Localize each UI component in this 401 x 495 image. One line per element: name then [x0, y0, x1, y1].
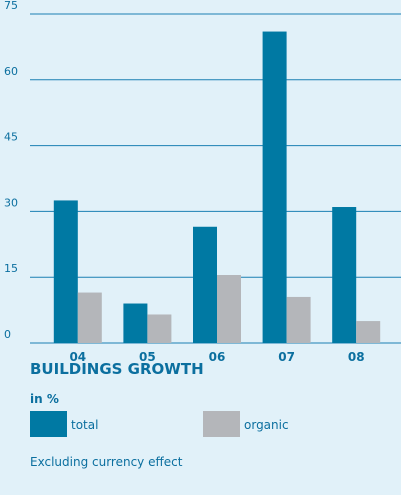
x-tick-label: 06	[209, 350, 226, 364]
y-tick-label: 60	[4, 65, 18, 78]
bar	[193, 226, 217, 343]
y-tick-label: 0	[4, 328, 11, 341]
legend-swatch	[30, 411, 67, 437]
bar	[123, 303, 148, 343]
legend-swatch	[203, 411, 240, 437]
chart-title: BUILDINGS GROWTH	[30, 360, 204, 378]
bar	[286, 296, 311, 343]
bar	[77, 292, 102, 343]
bar	[262, 31, 287, 344]
bar	[217, 275, 241, 343]
bar	[332, 207, 357, 343]
x-tick-label: 04	[69, 350, 86, 364]
y-tick-label: 15	[4, 262, 18, 275]
x-tick-label: 05	[139, 350, 156, 364]
y-tick-label: 30	[4, 196, 18, 209]
legend-label: organic	[244, 418, 289, 432]
bar	[147, 314, 172, 343]
x-tick-label: 08	[348, 350, 365, 364]
bar	[356, 321, 381, 343]
y-tick-label: 45	[4, 131, 18, 144]
x-tick-label: 07	[278, 350, 295, 364]
legend-label: total	[71, 418, 98, 432]
note: Excluding currency effect	[30, 455, 183, 469]
y-tick-label: 75	[4, 0, 18, 12]
unit-label: in %	[30, 392, 59, 406]
bar	[53, 200, 78, 343]
